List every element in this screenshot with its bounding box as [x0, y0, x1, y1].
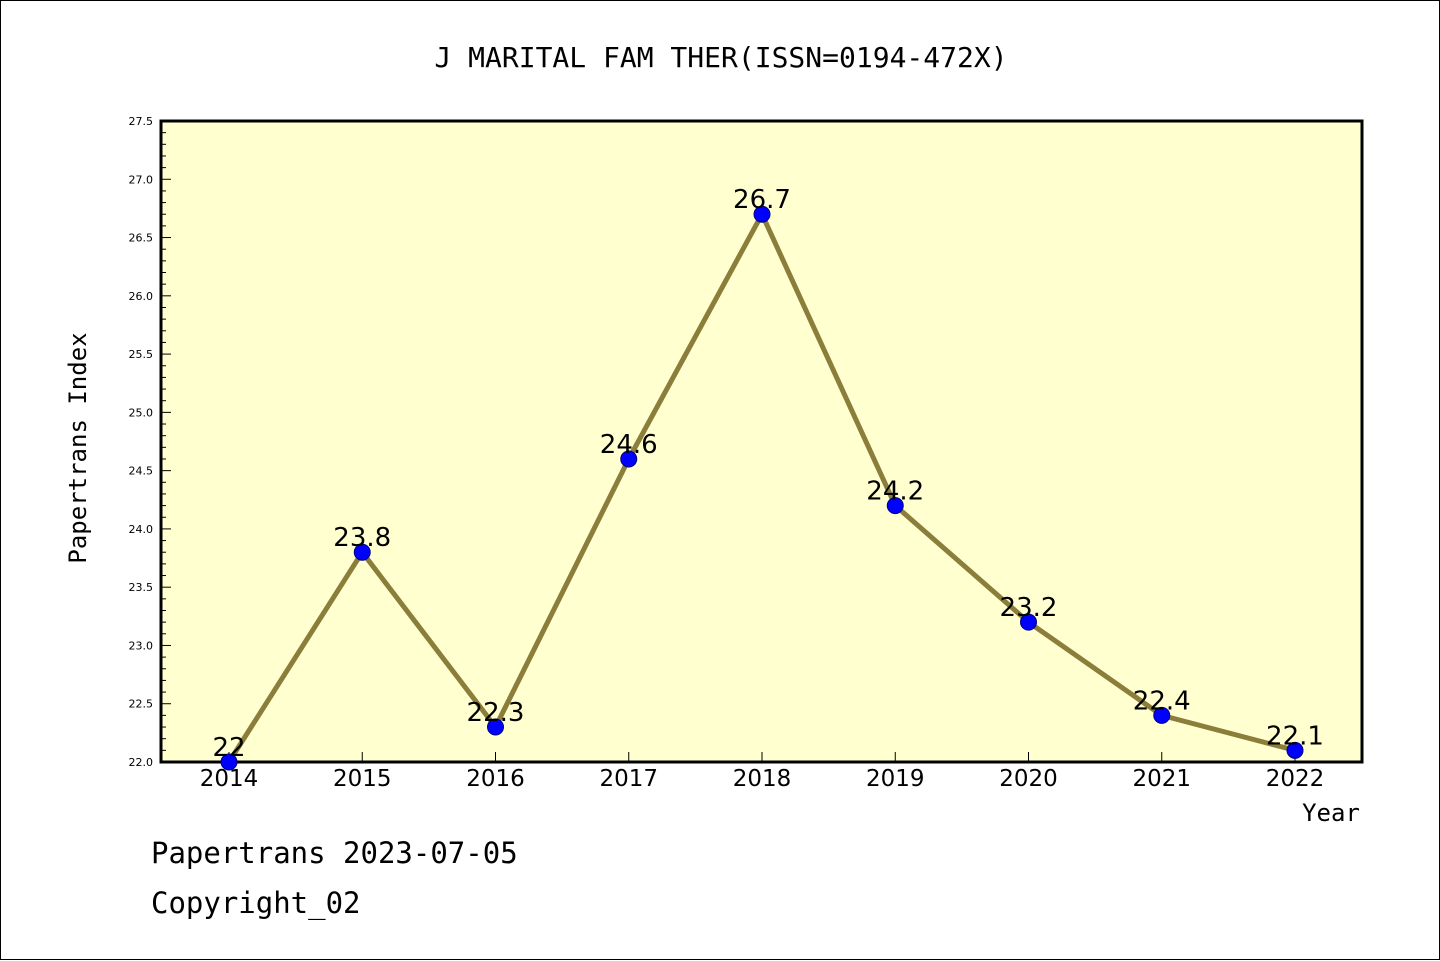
y-tick-label: 25.5	[129, 348, 154, 361]
data-point-2022	[1286, 741, 1304, 759]
x-tick-label: 2021	[1132, 766, 1191, 792]
plot-area	[159, 119, 1364, 764]
data-point-2017	[620, 450, 638, 468]
y-tick-label: 25.0	[129, 406, 154, 419]
y-tick-label: 24.0	[129, 523, 154, 536]
y-tick-label: 22.0	[129, 756, 154, 769]
data-labels: 22 23.8 22.3 24.6 26.7 24.2 23.2 22.4 22.1	[212, 185, 1323, 763]
y-tick-label: 27.0	[129, 173, 154, 186]
y-tick-label: 24.5	[129, 465, 154, 478]
y-tick-label: 26.5	[129, 232, 154, 245]
y-axis-ticks: 22.0 22.5 23.0 23.5 24.0 24.5 25.0 25.5 26.0 26.5…	[129, 115, 171, 769]
x-tick-label: 2018	[733, 766, 792, 792]
x-axis-ticks: 2014 2015 2016 2017 2018 2019 2020 2021 2022	[200, 752, 1325, 792]
data-label-2015: 23.8	[333, 523, 391, 553]
data-point-2018	[753, 205, 771, 223]
x-tick-label: 2017	[599, 766, 658, 792]
data-label-2020: 23.2	[1000, 593, 1058, 623]
footer-date: Papertrans 2023-07-05	[151, 836, 518, 870]
data-label-2019: 24.2	[866, 477, 924, 507]
y-tick-label: 23.0	[129, 639, 154, 652]
y-tick-label: 26.0	[129, 290, 154, 303]
data-label-2018: 26.7	[733, 185, 791, 215]
chart-title: J MARITAL FAM THER(ISSN=0194-472X)	[434, 41, 1007, 74]
y-axis-label: Papertrans Index	[64, 332, 92, 563]
x-axis-label: Year	[1302, 799, 1360, 827]
data-point-2014	[220, 753, 238, 771]
data-point-2016	[487, 718, 504, 736]
data-point-2020	[1020, 613, 1037, 631]
x-tick-label: 2020	[999, 766, 1058, 792]
x-tick-label: 2015	[333, 766, 392, 792]
data-point-2015	[353, 543, 371, 561]
data-label-2014: 22	[212, 733, 245, 763]
x-tick-label: 2016	[466, 766, 525, 792]
data-label-2017: 24.6	[600, 430, 658, 460]
x-tick-label: 2022	[1266, 766, 1325, 792]
data-point-2019	[886, 497, 904, 515]
y-tick-label: 22.5	[129, 698, 154, 711]
x-tick-label: 2019	[866, 766, 925, 792]
y-tick-label: 27.5	[129, 115, 154, 128]
data-label-2016: 22.3	[467, 698, 525, 728]
data-label-2021: 22.4	[1133, 686, 1191, 716]
data-point-2021	[1153, 706, 1171, 724]
footer-copyright: Copyright_02	[151, 886, 361, 920]
data-points	[220, 205, 1304, 771]
data-label-2022: 22.1	[1266, 721, 1324, 751]
y-tick-label: 23.5	[129, 581, 154, 594]
